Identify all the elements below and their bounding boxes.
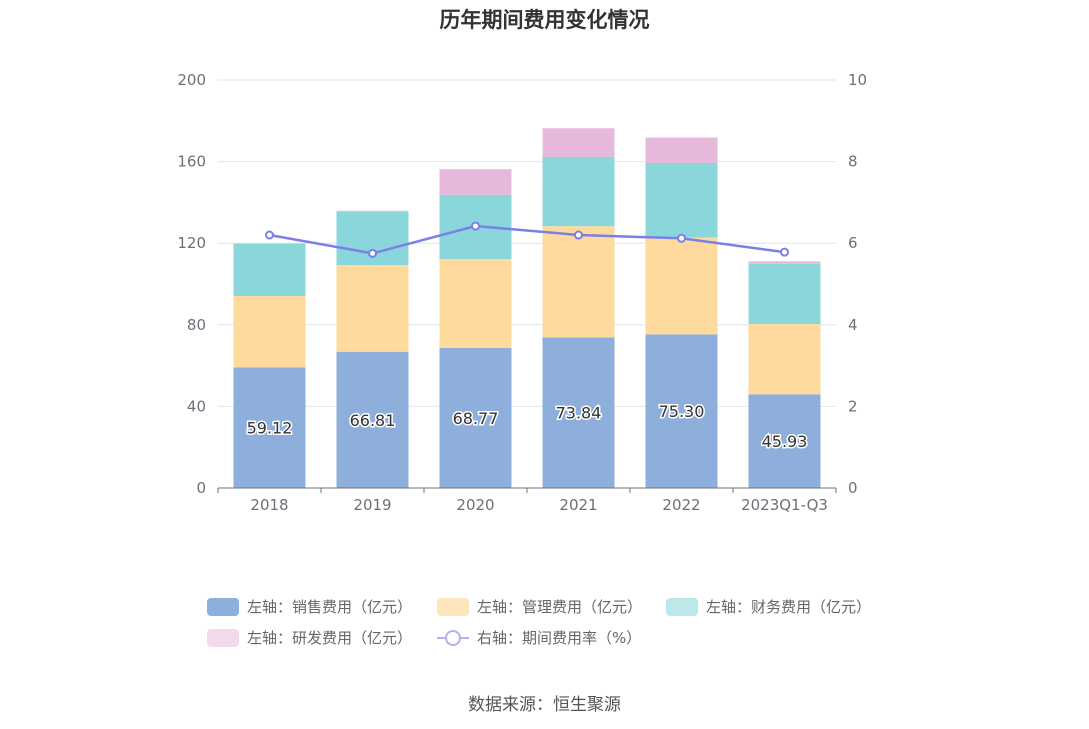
expense-rate-point: [780, 247, 789, 257]
legend-item-sales[interactable]: 左轴：销售费用（亿元）: [207, 596, 412, 617]
legend-swatch-finance: [666, 597, 698, 616]
left-tick-label: 80: [187, 316, 206, 334]
left-tick-label: 200: [177, 71, 206, 89]
bar-segment-3: [233, 243, 306, 244]
bar-series: [233, 128, 821, 488]
right-tick-label: 8: [848, 153, 858, 171]
x-tick-label: 2021: [559, 496, 597, 514]
legend-item-expense-rate[interactable]: 右轴：期间费用率（%）: [437, 627, 641, 648]
bar-value-label: 66.81: [350, 411, 396, 430]
bar-segment-2: [748, 263, 821, 324]
legend-label-rnd: 左轴：研发费用（亿元）: [247, 629, 413, 647]
legend-item-rnd[interactable]: 左轴：研发费用（亿元）: [207, 627, 412, 648]
bar-value-label: 59.12: [247, 419, 293, 438]
legend-swatch-admin: [437, 597, 469, 616]
chart-title: 历年期间费用变化情况: [439, 8, 650, 32]
expense-rate-point: [574, 230, 583, 240]
legend-line-icon: [437, 629, 469, 647]
legend-label-sales: 左轴：销售费用（亿元）: [247, 598, 413, 616]
legend-swatch-rnd: [207, 628, 239, 647]
expense-rate-line: [269, 224, 785, 255]
bar-segment-1: [542, 226, 615, 338]
bar-segment-3: [748, 261, 821, 264]
bar-data-labels: 59.12 66.81 68.77 73.84 75.30 45.93: [245, 401, 809, 453]
bar-segment-1: [645, 237, 718, 335]
right-tick-label: 2: [848, 397, 858, 415]
legend-item-finance[interactable]: 左轴：财务费用（亿元）: [666, 596, 871, 617]
legend-label-expense-rate: 右轴：期间费用率（%）: [477, 629, 642, 647]
line-series: [265, 221, 789, 258]
left-axis-ticks: 0 40 80 120 160 200: [177, 71, 206, 497]
bar-value-label: 73.84: [556, 404, 602, 423]
bar-segment-1: [748, 323, 821, 395]
left-tick-label: 0: [196, 479, 206, 497]
right-tick-label: 0: [848, 479, 858, 497]
left-tick-label: 40: [187, 397, 206, 415]
bar-segment-3: [336, 210, 409, 212]
legend-swatch-sales: [207, 597, 239, 616]
legend-label-admin: 左轴：管理费用（亿元）: [477, 598, 643, 616]
x-tick-label: 2022: [662, 496, 700, 514]
right-tick-label: 10: [848, 71, 867, 89]
expense-rate-point: [471, 221, 480, 231]
expense-rate-point: [368, 248, 377, 258]
expense-rate-point: [677, 233, 686, 243]
right-tick-label: 4: [848, 316, 858, 334]
bar-value-label: 68.77: [453, 409, 499, 428]
x-tick-label: 2023Q1-Q3: [741, 496, 828, 514]
expense-rate-point: [265, 230, 274, 240]
bar-segment-1: [439, 258, 512, 348]
bar-segment-0: [336, 351, 409, 488]
left-tick-label: 120: [177, 234, 206, 252]
x-tick-label: 2019: [353, 496, 391, 514]
bar-segment-2: [233, 243, 306, 296]
bar-segment-0: [439, 347, 512, 488]
bar-segment-2: [542, 156, 615, 227]
legend-label-finance: 左轴：财务费用（亿元）: [706, 598, 872, 616]
bar-segment-3: [645, 137, 718, 164]
x-axis: 2018 2019 2020 2021 2022 2023Q1-Q3: [217, 487, 837, 514]
right-tick-label: 6: [848, 234, 858, 252]
bar-segment-1: [233, 295, 306, 368]
left-tick-label: 160: [177, 153, 206, 171]
bar-segment-3: [439, 169, 512, 195]
data-source: 数据来源：恒生聚源: [468, 695, 621, 715]
x-tick-label: 2018: [250, 496, 288, 514]
bar-value-label: 45.93: [762, 432, 808, 451]
bar-segment-0: [233, 367, 306, 488]
bar-value-label: 75.30: [659, 402, 705, 421]
x-tick-label: 2020: [456, 496, 494, 514]
bar-segment-3: [542, 128, 615, 157]
bar-segment-0: [542, 337, 615, 488]
bar-segment-0: [645, 334, 718, 488]
right-axis-ticks: 0 2 4 6 8 10: [848, 71, 867, 497]
bar-segment-1: [336, 265, 409, 352]
bar-segment-0: [748, 394, 821, 488]
bar-segment-2: [645, 163, 718, 238]
legend-item-admin[interactable]: 左轴：管理费用（亿元）: [437, 596, 642, 617]
